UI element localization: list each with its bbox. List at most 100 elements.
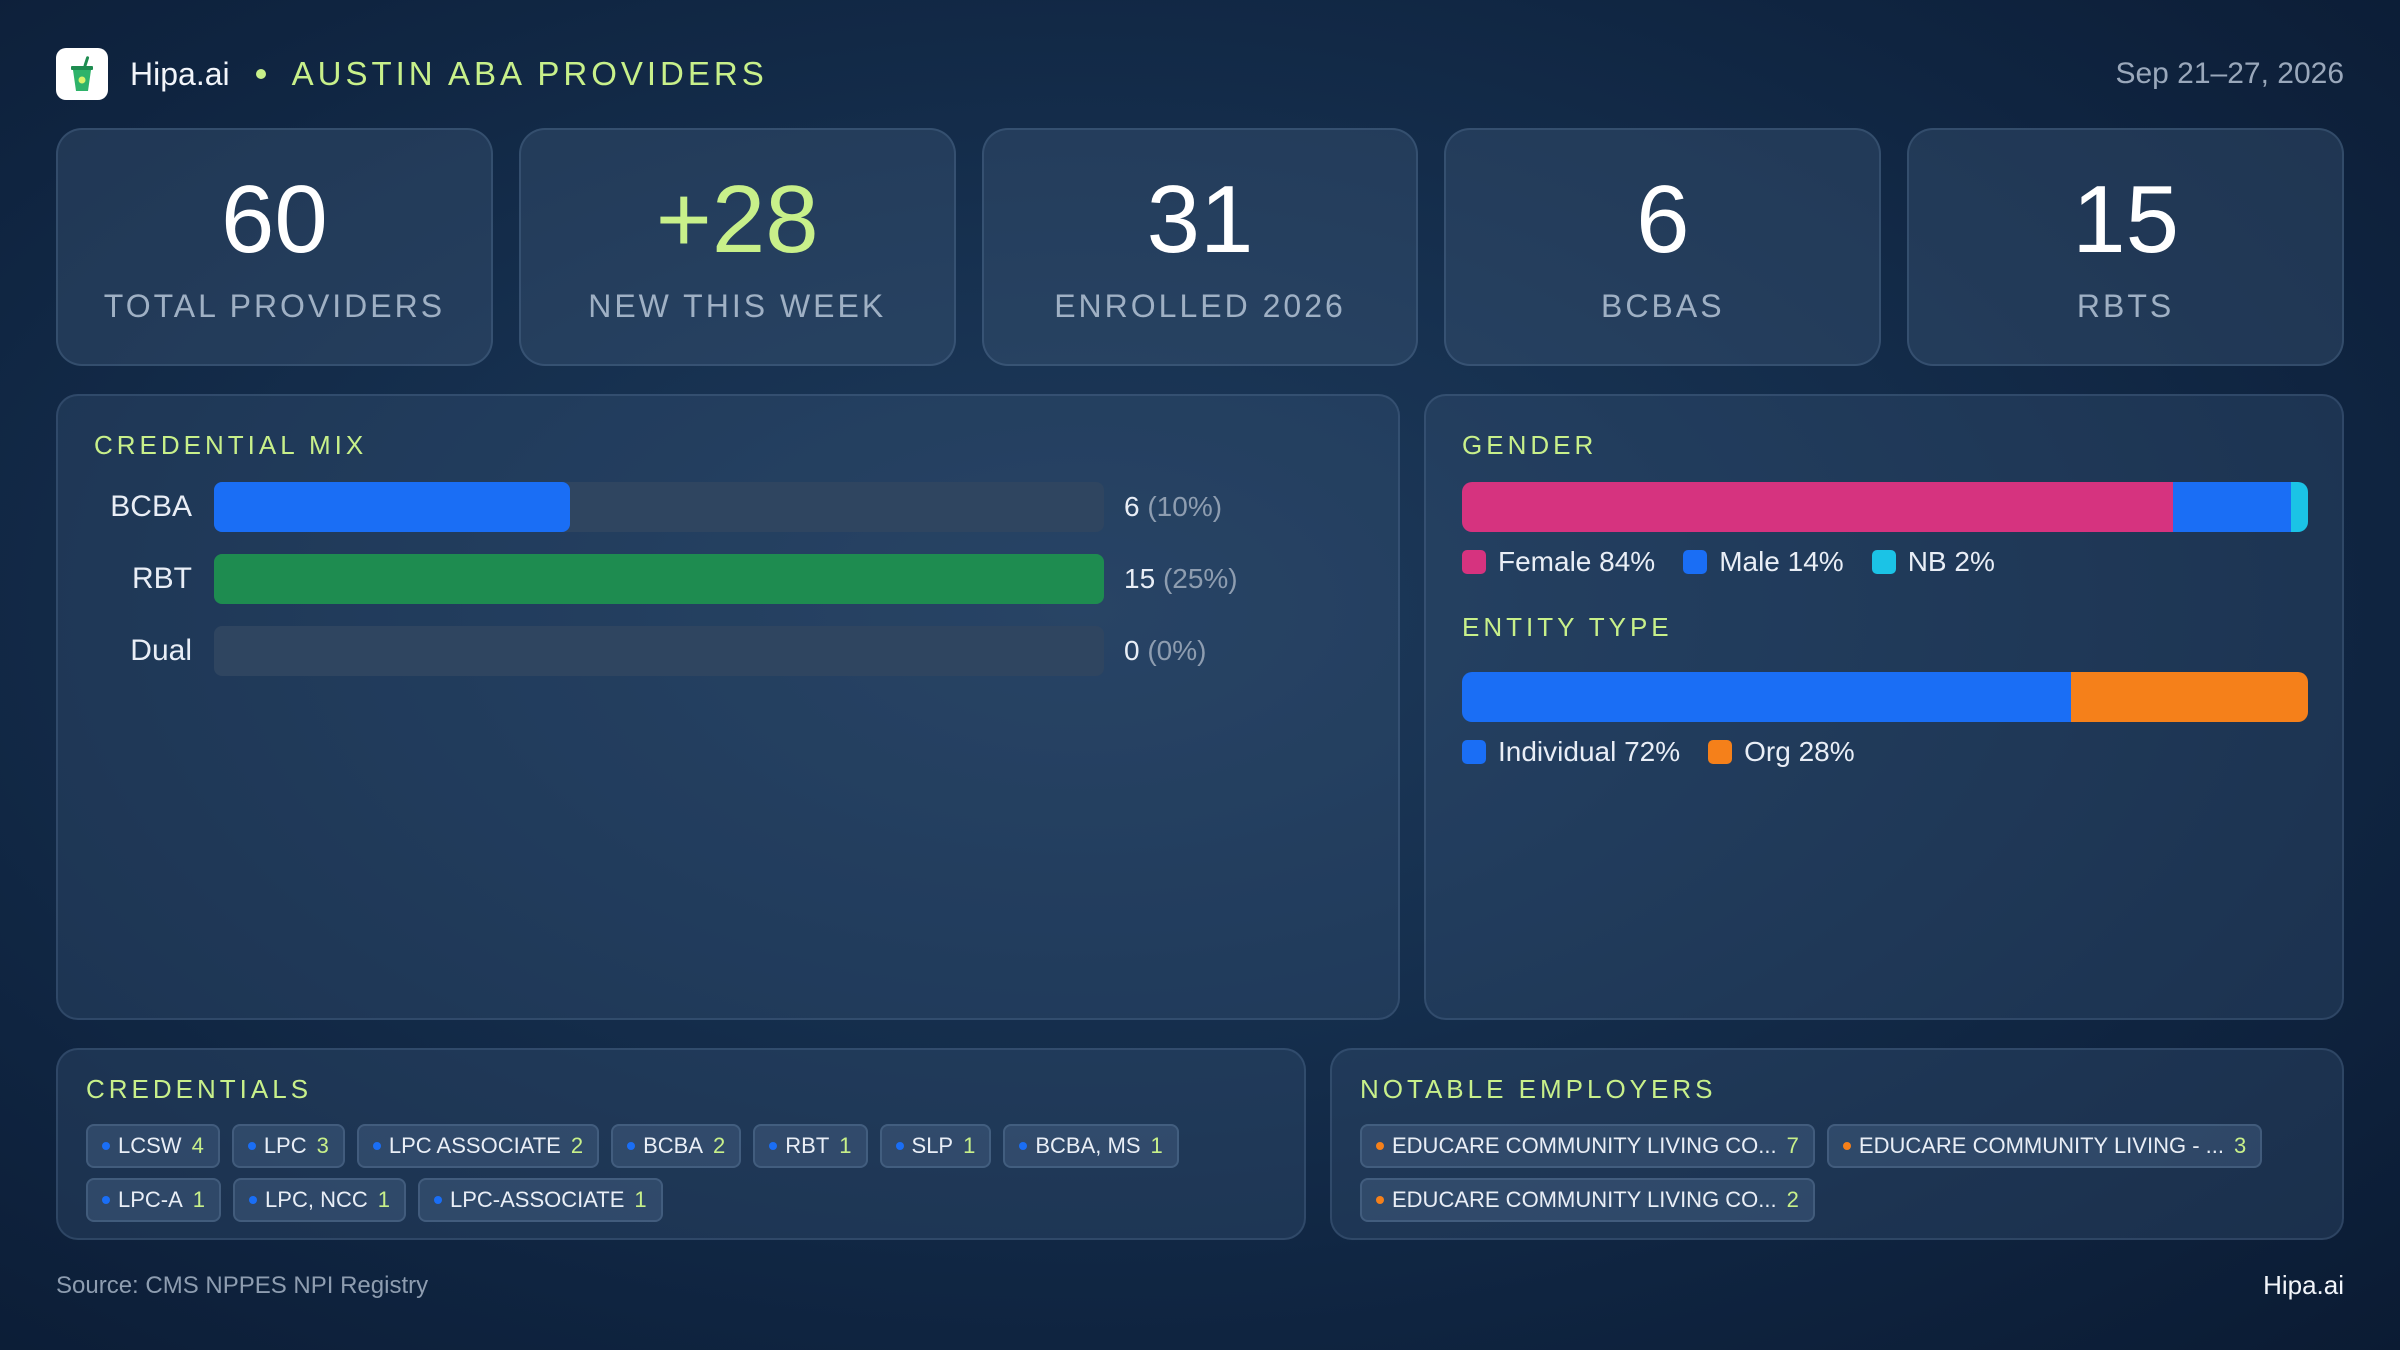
legend-item: NB 2% — [1871, 546, 1995, 578]
chip-dot — [102, 1142, 110, 1150]
stack-segment — [1462, 672, 2072, 722]
chip-count: 1 — [192, 1187, 206, 1212]
chip-label: EDUCARE COMMUNITY LIVING - ... — [1858, 1133, 2224, 1158]
bar-value: 15 (25%) — [1124, 554, 1238, 604]
stack-segment — [1462, 482, 2173, 532]
employer-chip[interactable]: EDUCARE COMMUNITY LIVING CO... 2 — [1360, 1178, 1815, 1222]
stack-segment — [2172, 482, 2292, 532]
gender-stacked-bar — [1462, 482, 2308, 532]
chip-dot — [102, 1196, 110, 1204]
bar-count: 0 — [1124, 635, 1140, 666]
chip-label: EDUCARE COMMUNITY LIVING CO... — [1392, 1133, 1777, 1158]
bar-percent: (25%) — [1162, 563, 1238, 594]
separator-dot — [255, 69, 266, 79]
kpi-value: +28 — [655, 165, 819, 273]
chip-label: LPC-A — [118, 1187, 183, 1212]
credential-chip[interactable]: LPC, NCC 1 — [233, 1178, 406, 1222]
credential-chip[interactable]: RBT 1 — [753, 1124, 868, 1168]
entity-stacked-bar — [1462, 672, 2308, 722]
credential-bar-row: Dual 0 (0%) — [58, 626, 1398, 676]
legend-label: Org 28% — [1744, 736, 1855, 767]
chip-dot — [1376, 1142, 1384, 1150]
chip-count: 1 — [839, 1133, 852, 1158]
chip-count: 1 — [634, 1187, 647, 1212]
source-note: Source: CMS NPPES NPI Registry — [56, 1272, 429, 1299]
legend-label: Female 84% — [1498, 546, 1656, 577]
bar-label: Dual — [130, 634, 192, 667]
credential-chip[interactable]: SLP 1 — [879, 1124, 992, 1168]
kpi-card-bcbas: 6 BCBAS — [1444, 128, 1882, 366]
chip-dot — [1376, 1196, 1384, 1204]
chip-dot — [895, 1142, 904, 1150]
legend-swatch — [1871, 550, 1896, 574]
credential-chip-list: LCSW 4 LPC 3 LPC ASSOCIATE 2 BCBA 2 RBT 1 SLP 1 BCBA… — [86, 1124, 1284, 1222]
date-range: Sep 21–27, 2026 — [2115, 57, 2344, 90]
legend-item: Org 28% — [1708, 736, 1855, 768]
chip-dot — [1019, 1142, 1028, 1150]
legend-label: NB 2% — [1907, 546, 1995, 577]
kpi-label: TOTAL PROVIDERS — [103, 287, 446, 324]
kpi-value: 6 — [1636, 165, 1690, 273]
kpi-label: NEW THIS WEEK — [588, 287, 887, 324]
kpi-label: BCBAS — [1601, 287, 1725, 324]
credential-chip[interactable]: BCBA 2 — [611, 1124, 742, 1168]
credential-bar-row: BCBA 6 (10%) — [58, 482, 1398, 532]
credential-chip[interactable]: LPC-ASSOCIATE 1 — [417, 1178, 663, 1222]
credential-chip[interactable]: LPC 3 — [231, 1124, 345, 1168]
chip-label: RBT — [785, 1133, 830, 1158]
credential-chip[interactable]: BCBA, MS 1 — [1003, 1124, 1179, 1168]
legend-swatch — [1708, 740, 1733, 764]
bar-percent: (10%) — [1147, 491, 1223, 522]
chip-label: BCBA, MS — [1035, 1133, 1141, 1158]
employer-chip[interactable]: EDUCARE COMMUNITY LIVING - ... 3 — [1826, 1124, 2263, 1168]
chip-count: 1 — [377, 1187, 390, 1212]
gender-legend: Female 84% Male 14% NB 2% — [1462, 546, 2023, 578]
chip-dot — [247, 1142, 256, 1150]
chip-count: 2 — [570, 1133, 584, 1158]
chip-label: LPC, NCC — [265, 1187, 368, 1212]
kpi-value: 60 — [221, 165, 328, 273]
bar-track — [214, 554, 1104, 604]
bar-track — [214, 626, 1104, 676]
credential-chip[interactable]: LCSW 4 — [86, 1124, 220, 1168]
credential-chip[interactable]: LPC ASSOCIATE 2 — [356, 1124, 600, 1168]
legend-label: Male 14% — [1719, 546, 1844, 577]
panel-title: NOTABLE EMPLOYERS — [1360, 1074, 1717, 1104]
stack-segment — [2071, 672, 2308, 722]
bar-label: RBT — [132, 562, 192, 595]
chip-label: EDUCARE COMMUNITY LIVING CO... — [1392, 1187, 1777, 1212]
legend-item: Individual 72% — [1462, 736, 1680, 768]
entity-legend: Individual 72% Org 28% — [1462, 736, 1883, 768]
panel-title: GENDER — [1462, 430, 1598, 460]
panel-title: CREDENTIAL MIX — [94, 430, 368, 460]
chip-count: 2 — [713, 1133, 726, 1158]
chip-count: 7 — [1786, 1133, 1799, 1158]
chip-count: 2 — [1786, 1187, 1799, 1212]
bar-percent: (0%) — [1147, 635, 1207, 666]
chip-count: 1 — [1150, 1133, 1163, 1158]
employer-chip[interactable]: EDUCARE COMMUNITY LIVING CO... 7 — [1360, 1124, 1815, 1168]
bar-value: 0 (0%) — [1124, 626, 1206, 676]
employers-panel: NOTABLE EMPLOYERS EDUCARE COMMUNITY LIVI… — [1330, 1048, 2344, 1240]
kpi-row: 60 TOTAL PROVIDERS +28 NEW THIS WEEK 31 … — [56, 128, 2344, 366]
chip-dot — [433, 1196, 442, 1204]
chip-label: LPC ASSOCIATE — [388, 1133, 561, 1158]
panel-title: ENTITY TYPE — [1462, 612, 1673, 642]
chip-label: LPC-ASSOCIATE — [449, 1187, 625, 1212]
credential-bar-row: RBT 15 (25%) — [58, 554, 1398, 604]
credentials-panel: CREDENTIALS LCSW 4 LPC 3 LPC ASSOCIATE 2 BCBA 2… — [56, 1048, 1306, 1240]
legend-swatch — [1462, 550, 1486, 574]
legend-swatch — [1683, 550, 1708, 574]
brand-name: Hipa.ai — [130, 55, 230, 92]
chip-dot — [627, 1142, 636, 1150]
kpi-card-enrolled: 31 ENROLLED 2026 — [981, 128, 1419, 366]
chip-count: 1 — [963, 1133, 976, 1158]
chip-count: 3 — [316, 1133, 329, 1158]
chip-dot — [769, 1142, 778, 1150]
kpi-value: 31 — [1146, 165, 1254, 273]
chip-label: SLP — [911, 1133, 954, 1158]
legend-swatch — [1462, 740, 1486, 764]
credential-chip[interactable]: LPC-A 1 — [86, 1178, 222, 1222]
kpi-card-total-providers: 60 TOTAL PROVIDERS — [56, 128, 493, 366]
bar-fill — [214, 554, 1104, 604]
